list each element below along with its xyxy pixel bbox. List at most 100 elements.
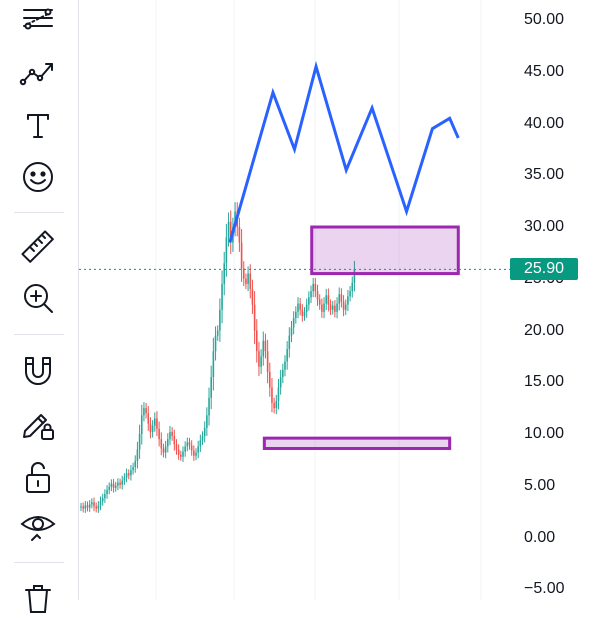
candle-body xyxy=(177,449,180,455)
eye-visibility-button[interactable] xyxy=(14,502,62,546)
candle-body xyxy=(316,291,319,300)
candle-body xyxy=(197,446,199,453)
candle-body xyxy=(201,436,204,441)
candle-body xyxy=(249,273,252,290)
candle-body xyxy=(104,494,106,499)
candle-body xyxy=(264,340,267,352)
candle-body xyxy=(221,283,223,310)
candle-body xyxy=(305,304,308,312)
drawing-toolbar xyxy=(0,0,79,613)
candle-body xyxy=(262,340,265,357)
candle-body xyxy=(147,413,150,424)
zone-drawings[interactable] xyxy=(262,225,460,450)
candle-body xyxy=(114,485,117,488)
candle-body xyxy=(108,486,111,490)
zoom-in-icon xyxy=(24,284,53,313)
candle-body xyxy=(145,408,147,414)
candle-body xyxy=(334,305,336,312)
candle-body xyxy=(143,408,145,416)
candle-body xyxy=(247,273,249,284)
lock-drawing-icon xyxy=(23,414,54,440)
candle-body xyxy=(353,269,356,283)
candle-body xyxy=(149,423,152,432)
candle-body xyxy=(132,467,134,471)
candle-body xyxy=(91,502,93,505)
trend-line-tool-button[interactable] xyxy=(14,0,62,44)
candle-body xyxy=(273,402,275,409)
candle-body xyxy=(240,242,243,269)
candle-body xyxy=(84,505,87,509)
candle-body xyxy=(260,356,262,367)
toolbar-divider xyxy=(14,562,64,563)
candle-body xyxy=(106,489,108,495)
price-tick-label: 15.00 xyxy=(524,373,565,391)
price-tick-label: 5.00 xyxy=(524,476,556,494)
zigzag-pattern-drawing[interactable] xyxy=(228,60,460,243)
candle-body xyxy=(268,371,271,388)
candle-body xyxy=(182,451,184,457)
measure-ruler-icon xyxy=(21,230,54,263)
text-tool-button[interactable] xyxy=(14,103,62,147)
measure-ruler-button[interactable] xyxy=(14,225,62,269)
price-tick-label: 40.00 xyxy=(524,114,565,132)
lock-drawing-button[interactable] xyxy=(14,402,62,446)
candle-body xyxy=(180,454,182,457)
candle-body xyxy=(266,351,269,372)
candle-body xyxy=(112,483,115,488)
magnet-button[interactable] xyxy=(14,348,62,392)
candle-body xyxy=(117,482,119,486)
emoji-tool-button[interactable] xyxy=(14,155,62,199)
candle-body xyxy=(190,445,193,451)
candle-body xyxy=(295,311,297,319)
candle-body xyxy=(242,268,245,279)
last-price-badge: 25.90 xyxy=(510,258,578,281)
candle-body xyxy=(255,330,258,352)
candle-body xyxy=(169,431,171,440)
candle-body xyxy=(208,397,210,416)
unlock-button[interactable] xyxy=(14,455,62,499)
pattern-tool-button[interactable] xyxy=(14,50,62,94)
price-axis[interactable]: 50.0045.0040.0035.0030.0025.0020.0015.00… xyxy=(510,0,600,600)
candle-body xyxy=(308,297,310,305)
candle-body xyxy=(238,227,241,243)
trash-icon xyxy=(25,585,51,613)
demand-zone-rectangle[interactable] xyxy=(262,436,452,450)
candle-body xyxy=(327,295,330,305)
magnet-icon xyxy=(25,357,51,385)
emoji-tool-icon xyxy=(23,162,53,192)
candle-body xyxy=(290,327,293,336)
candle-body xyxy=(164,446,167,453)
candle-body xyxy=(331,305,334,310)
zoom-in-button[interactable] xyxy=(14,276,62,320)
candle-body xyxy=(314,283,317,292)
price-tick-label: 45.00 xyxy=(524,62,565,80)
candle-body xyxy=(195,452,197,456)
candle-body xyxy=(312,283,314,292)
text-tool-icon xyxy=(27,114,49,138)
candle-body xyxy=(125,473,128,478)
candle-body xyxy=(225,237,228,264)
candle-body xyxy=(167,439,169,447)
candle-body xyxy=(318,299,321,305)
candle-body xyxy=(214,335,217,352)
candle-body xyxy=(93,502,95,507)
supply-zone-rectangle[interactable] xyxy=(310,225,460,276)
candle-body xyxy=(156,418,158,429)
candle-body xyxy=(140,415,143,434)
price-tick-label: 20.00 xyxy=(524,321,565,339)
candle-body xyxy=(86,505,89,508)
candle-body xyxy=(219,309,221,331)
toolbar-divider xyxy=(14,334,64,335)
candle-body xyxy=(245,278,247,284)
candle-body xyxy=(338,294,341,304)
trend-line-tool-icon xyxy=(23,8,53,30)
price-tick-label: 10.00 xyxy=(524,425,565,442)
candle-body xyxy=(323,303,325,312)
price-tick-label: 50.00 xyxy=(524,11,565,28)
candle-body xyxy=(175,444,178,450)
chart-pane[interactable] xyxy=(79,0,510,600)
candle-body xyxy=(160,439,163,449)
pattern-tool-icon xyxy=(19,63,53,86)
candle-body xyxy=(80,506,82,508)
trash-button[interactable] xyxy=(14,576,62,620)
